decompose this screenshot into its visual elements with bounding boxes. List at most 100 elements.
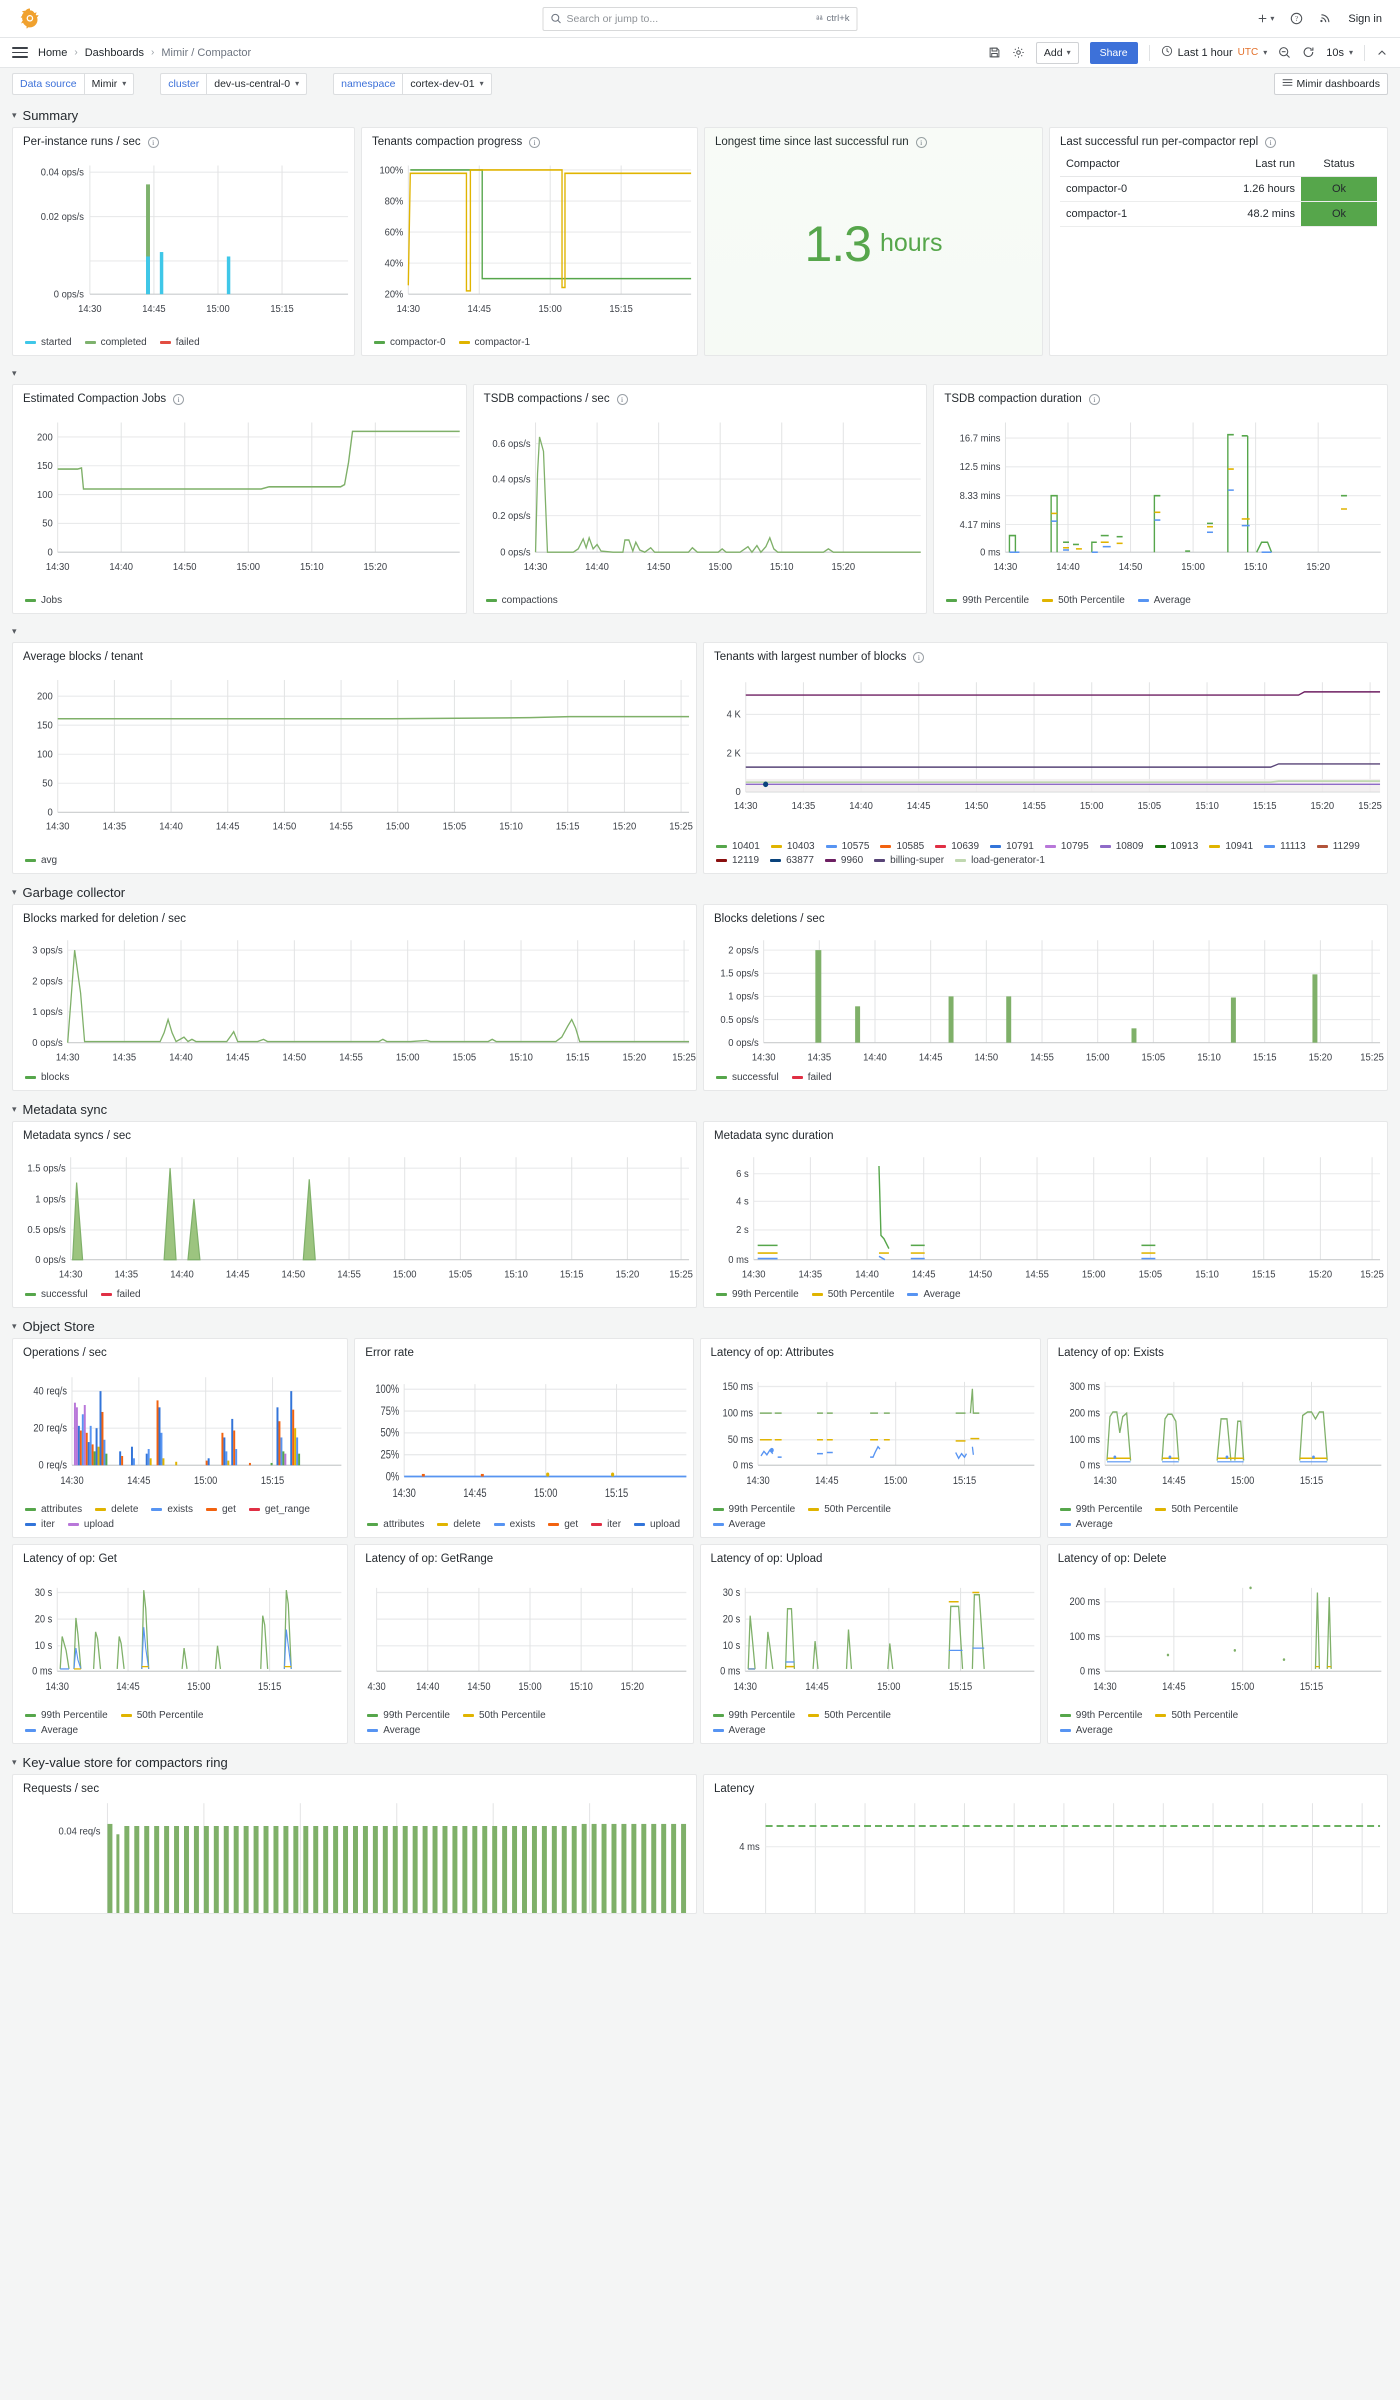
chart-lat-exists[interactable]: 300 ms 200 ms 100 ms 0 ms 14:30 14:45 15:00… xyxy=(1048,1361,1387,1500)
legend-item[interactable]: Average xyxy=(1137,595,1191,606)
chart-blocks-deletions[interactable]: 2 ops/s 1.5 ops/s 1 ops/s 0.5 ops/s 0 ops/s… xyxy=(704,927,1387,1068)
table-col-lastrun[interactable]: Last run xyxy=(1188,154,1302,177)
add-panel-button[interactable]: Add ▾ xyxy=(1035,41,1079,64)
row-header-untitled-1[interactable]: ▾ xyxy=(12,362,1388,384)
legend-item[interactable]: compactor-0 xyxy=(373,337,446,348)
legend-item[interactable]: 99th Percentile xyxy=(946,595,1029,606)
panel-plot-area[interactable]: 0.04 ops/s 0.02 ops/s 0 ops/s 14:30 14:45 1… xyxy=(13,150,354,333)
legend-item[interactable]: delete xyxy=(437,1519,481,1530)
legend-item[interactable]: 9960 xyxy=(824,855,863,866)
legend-item[interactable]: exists xyxy=(493,1519,535,1530)
chart-lat-upload[interactable]: 30 s 20 s 10 s 0 ms 14:30 14:45 15:00 15:15 xyxy=(701,1567,1040,1706)
legend-item[interactable]: 10791 xyxy=(990,841,1034,852)
info-icon[interactable]: i xyxy=(1265,136,1277,148)
chart-blocks-marked[interactable]: 3 ops/s 2 ops/s 1 ops/s 0 ops/s 14:30 14:35… xyxy=(13,927,696,1068)
refresh-icon[interactable] xyxy=(1302,46,1315,59)
legend-item[interactable]: 63877 xyxy=(770,855,814,866)
panel-plot-area[interactable]: 0.6 ops/s 0.4 ops/s 0.2 ops/s 0 ops/s 14:3… xyxy=(474,407,927,591)
create-new-button[interactable]: ▾ xyxy=(1257,13,1274,24)
news-rss-icon[interactable] xyxy=(1319,12,1332,25)
legend-item[interactable]: failed xyxy=(791,1072,832,1083)
chart-estimated-jobs[interactable]: 200 150 100 50 0 14:30 14:40 14:50 15:00 15:10… xyxy=(13,407,466,591)
legend-item[interactable]: 10575 xyxy=(825,841,869,852)
panel-plot-area[interactable]: 300 ms 200 ms 100 ms 0 ms 14:30 14:45 15:00… xyxy=(1048,1361,1387,1500)
breadcrumb-home[interactable]: Home xyxy=(38,46,68,59)
legend-item[interactable]: 11113 xyxy=(1264,841,1306,852)
share-button[interactable]: Share xyxy=(1089,41,1138,64)
legend-item[interactable]: 10809 xyxy=(1099,841,1144,852)
info-icon[interactable]: i xyxy=(173,393,185,405)
breadcrumb-dashboards[interactable]: Dashboards xyxy=(84,46,145,59)
info-icon[interactable]: i xyxy=(913,651,925,663)
legend-item[interactable]: upload xyxy=(634,1519,680,1530)
mimir-dashboards-button[interactable]: Mimir dashboards xyxy=(1273,72,1388,95)
legend-item[interactable]: avg xyxy=(25,855,57,866)
legend-item[interactable]: attributes xyxy=(25,1504,82,1515)
panel-plot-area[interactable]: 6 s 4 s 2 s 0 ms 14:30 14:35 14:40 14:45 14:5… xyxy=(704,1144,1387,1285)
menu-toggle-icon[interactable] xyxy=(12,47,28,58)
info-icon[interactable]: i xyxy=(147,136,159,148)
legend-item[interactable]: Average xyxy=(907,1289,961,1300)
legend-item[interactable]: 10795 xyxy=(1044,841,1089,852)
table-row[interactable]: compactor-1 48.2 mins Ok xyxy=(1059,201,1377,227)
panel-plot-area[interactable]: 150 ms 100 ms 50 ms 0 ms 14:30 14:45 15:00 1… xyxy=(701,1361,1040,1500)
legend-item[interactable]: iter xyxy=(591,1519,621,1530)
chart-kv-latency[interactable]: 4 ms xyxy=(704,1797,1387,1913)
legend-item[interactable]: 50th Percentile xyxy=(1155,1710,1238,1721)
chart-metadata-syncs[interactable]: 1.5 ops/s 1 ops/s 0.5 ops/s 0 ops/s 14:30 1… xyxy=(13,1144,696,1285)
row-header-untitled-2[interactable]: ▾ xyxy=(12,620,1388,642)
chart-error-rate[interactable]: 100% 75% 50% 25% 0% 14:30 14:45 15:00 15:15 xyxy=(355,1361,692,1515)
settings-gear-icon[interactable] xyxy=(1012,46,1025,59)
legend-item[interactable]: 50th Percentile xyxy=(1155,1504,1238,1515)
legend-item[interactable]: 99th Percentile xyxy=(712,1504,795,1515)
panel-plot-area[interactable]: 200 150 100 50 0 14:30 14:35 14:40 14:45 14:50… xyxy=(13,665,696,851)
legend-item[interactable]: Jobs xyxy=(25,595,62,606)
chart-tenants-progress[interactable]: 100% 80% 60% 40% 20% 14:30 14:45 15:00 15:15 xyxy=(362,150,697,333)
legend-item[interactable]: 10403 xyxy=(770,841,815,852)
legend-item[interactable]: 10941 xyxy=(1209,841,1253,852)
legend-item[interactable]: Average xyxy=(367,1725,682,1736)
legend-item[interactable]: 11299 xyxy=(1316,841,1360,852)
grafana-logo-icon[interactable] xyxy=(18,7,42,31)
variable-value-namespace[interactable]: cortex-dev-01 ▾ xyxy=(402,72,492,95)
zoom-out-time-icon[interactable] xyxy=(1278,46,1291,59)
info-icon[interactable]: i xyxy=(529,136,541,148)
panel-plot-area[interactable]: 40 req/s 20 req/s 0 req/s 14:30 14:45 15:00… xyxy=(13,1361,347,1500)
chart-kv-requests[interactable]: 0.04 req/s xyxy=(13,1797,696,1913)
legend-item[interactable]: get xyxy=(548,1519,578,1530)
variable-value-cluster[interactable]: dev-us-central-0 ▾ xyxy=(206,72,308,95)
panel-plot-area[interactable]: 3 ops/s 2 ops/s 1 ops/s 0 ops/s 14:30 14:35… xyxy=(13,927,696,1068)
global-search[interactable]: Search or jump to... ⎂ ctrl+k xyxy=(542,6,858,31)
panel-plot-area[interactable]: 200 150 100 50 0 14:30 14:40 14:50 15:00 15:10… xyxy=(13,407,466,591)
legend-item[interactable]: 50th Percentile xyxy=(808,1710,891,1721)
legend-item[interactable]: 12119 xyxy=(716,855,759,866)
panel-plot-area[interactable]: 2 ops/s 1.5 ops/s 1 ops/s 0.5 ops/s 0 ops/s… xyxy=(704,927,1387,1068)
legend-item[interactable]: 50th Percentile xyxy=(811,1289,894,1300)
legend-item[interactable]: 50th Percentile xyxy=(463,1710,546,1721)
legend-item[interactable]: Average xyxy=(25,1725,337,1736)
chart-lat-attributes[interactable]: 150 ms 100 ms 50 ms 0 ms 14:30 14:45 15:00 1… xyxy=(701,1361,1040,1500)
chart-tsdb-compactions[interactable]: 0.6 ops/s 0.4 ops/s 0.2 ops/s 0 ops/s 14:3… xyxy=(474,407,927,591)
info-icon[interactable]: i xyxy=(616,393,628,405)
legend-item[interactable]: failed xyxy=(159,337,200,348)
legend-item[interactable]: failed xyxy=(100,1289,141,1300)
table-row[interactable]: compactor-0 1.26 hours Ok xyxy=(1059,176,1377,202)
legend-item[interactable]: started xyxy=(25,337,72,348)
legend-item[interactable]: 50th Percentile xyxy=(808,1504,891,1515)
chart-avg-blocks[interactable]: 200 150 100 50 0 14:30 14:35 14:40 14:45 14:50… xyxy=(13,665,696,851)
legend-item[interactable]: blocks xyxy=(25,1072,69,1083)
legend-item[interactable]: 10639 xyxy=(935,841,979,852)
legend-item[interactable]: Average xyxy=(712,1519,1030,1530)
legend-item[interactable]: 99th Percentile xyxy=(25,1710,108,1721)
legend-item[interactable]: billing-super xyxy=(874,855,944,866)
save-dashboard-icon[interactable] xyxy=(988,46,1001,59)
panel-plot-area[interactable]: 4 ms xyxy=(704,1797,1387,1913)
refresh-interval-picker[interactable]: 10s ▾ xyxy=(1326,47,1353,59)
row-header-metadata-sync[interactable]: ▾ Metadata sync xyxy=(12,1097,1388,1121)
legend-item[interactable]: attributes xyxy=(367,1519,424,1530)
panel-plot-area[interactable]: 30 s 20 s 10 s 0 ms 14:30 14:45 15:00 15:15 xyxy=(13,1567,347,1706)
legend-item[interactable]: 10585 xyxy=(880,841,924,852)
chart-lat-get[interactable]: 30 s 20 s 10 s 0 ms 14:30 14:45 15:00 15:15 xyxy=(13,1567,347,1706)
legend-item[interactable]: upload xyxy=(67,1519,114,1530)
